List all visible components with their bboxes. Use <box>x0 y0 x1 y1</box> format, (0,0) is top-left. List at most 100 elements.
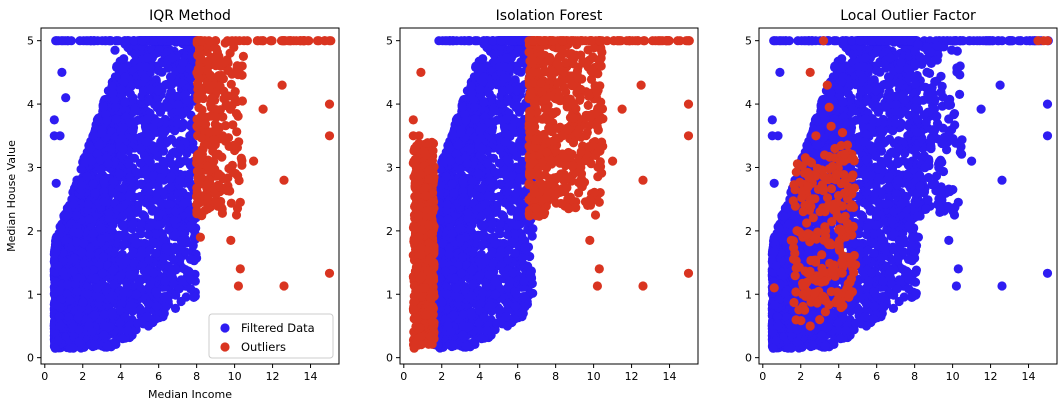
outlier-point <box>238 51 248 62</box>
legend-label: Filtered Data <box>241 321 315 335</box>
data-point <box>74 325 84 335</box>
outlier-point <box>232 127 242 137</box>
data-point <box>490 289 500 300</box>
data-point <box>169 216 179 226</box>
data-point <box>108 310 118 320</box>
data-point <box>128 93 138 103</box>
data-point <box>140 73 150 83</box>
data-point <box>148 36 159 46</box>
data-point <box>85 243 95 253</box>
x-tick-label: 14 <box>304 370 318 383</box>
data-point <box>143 155 153 165</box>
data-point <box>131 289 141 300</box>
data-point <box>120 312 130 322</box>
y-tick-label: 2 <box>27 225 34 238</box>
outlier-point <box>227 160 237 170</box>
data-point <box>189 292 199 302</box>
data-point <box>135 158 146 168</box>
outlier-point <box>258 36 268 46</box>
data-point <box>145 84 155 95</box>
data-point <box>169 255 179 265</box>
outlier-point <box>233 281 243 291</box>
data-point <box>186 73 196 83</box>
data-point <box>96 223 106 233</box>
data-point <box>165 72 176 82</box>
data-point <box>188 241 198 251</box>
data-point <box>131 238 141 249</box>
data-point <box>104 213 114 223</box>
data-point <box>178 58 188 68</box>
data-point <box>175 143 185 153</box>
outlier-point <box>234 36 245 46</box>
data-point <box>112 62 122 72</box>
data-point <box>58 267 68 277</box>
data-point <box>153 151 163 161</box>
outlier-point <box>249 156 259 166</box>
outlier-point <box>195 55 205 65</box>
data-point <box>176 296 186 307</box>
data-point <box>88 229 98 239</box>
data-point <box>142 311 152 322</box>
data-point <box>105 36 115 46</box>
y-tick-label: 3 <box>27 161 34 174</box>
data-point <box>101 109 111 119</box>
data-point <box>138 210 148 220</box>
data-point <box>150 115 160 125</box>
data-point <box>173 118 183 128</box>
data-point <box>74 228 84 238</box>
data-point <box>79 258 89 268</box>
outlier-point <box>215 122 225 132</box>
data-point <box>106 144 116 154</box>
legend-label: Outliers <box>241 340 286 354</box>
outlier-point <box>204 36 214 46</box>
legend-marker <box>220 342 230 352</box>
data-point <box>88 130 99 140</box>
data-point <box>158 125 168 135</box>
outlier-point <box>215 182 225 192</box>
outlier-point <box>221 99 231 110</box>
data-point <box>132 168 142 178</box>
x-tick-label: 10 <box>228 370 242 383</box>
outlier-point <box>207 93 217 103</box>
data-point <box>136 143 146 153</box>
data-point <box>151 301 162 311</box>
data-point <box>119 288 129 298</box>
outlier-point <box>324 99 335 109</box>
data-point <box>116 203 126 213</box>
data-point <box>141 137 151 147</box>
data-point <box>143 230 154 240</box>
data-point <box>77 180 87 191</box>
x-tick-label: 6 <box>155 370 162 383</box>
data-point <box>49 115 59 125</box>
data-point <box>72 286 82 297</box>
y-tick-label: 4 <box>27 98 34 111</box>
data-point <box>167 79 177 90</box>
data-point <box>151 229 161 239</box>
data-point <box>161 243 171 253</box>
data-point <box>163 199 173 209</box>
data-point <box>99 175 109 185</box>
data-point <box>65 295 75 305</box>
outlier-point <box>231 210 242 220</box>
outlier-point <box>192 206 202 216</box>
data-point <box>115 305 125 315</box>
outlier-point <box>199 140 209 150</box>
data-point <box>69 199 79 209</box>
data-point <box>159 253 169 263</box>
outlier-point <box>204 84 214 95</box>
data-point <box>167 266 177 276</box>
data-point <box>50 327 60 337</box>
outlier-point <box>195 232 205 242</box>
data-point <box>84 214 94 224</box>
data-point <box>166 172 176 182</box>
data-point <box>86 156 97 166</box>
data-point <box>74 337 84 347</box>
data-point <box>89 340 99 350</box>
data-point <box>99 310 109 320</box>
data-point <box>99 330 109 340</box>
outlier-point <box>324 268 335 278</box>
data-point <box>90 310 100 320</box>
outlier-point <box>197 36 207 46</box>
data-point <box>71 210 81 220</box>
data-point <box>50 343 60 353</box>
